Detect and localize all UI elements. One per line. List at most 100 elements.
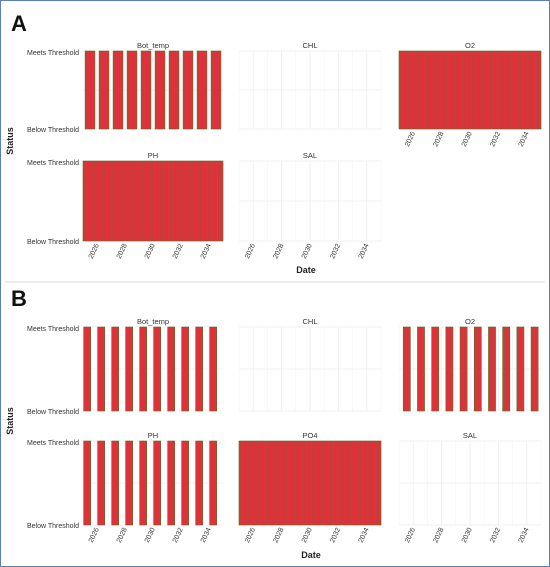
status-bar bbox=[111, 326, 119, 412]
x-tick-label: 2030 bbox=[301, 527, 314, 544]
status-bar bbox=[516, 326, 525, 412]
status-bar bbox=[153, 440, 161, 526]
status-bar bbox=[181, 440, 189, 526]
status-bar bbox=[111, 440, 119, 526]
status-bar bbox=[98, 50, 110, 130]
panel-label: A bbox=[11, 11, 27, 36]
x-tick-label: 2034 bbox=[518, 131, 531, 148]
status-bar bbox=[181, 326, 189, 412]
x-tick-label: 2026 bbox=[88, 527, 101, 544]
x-tick-label: 2028 bbox=[272, 527, 285, 544]
x-tick-label: 2032 bbox=[172, 527, 185, 544]
status-bar bbox=[195, 326, 203, 412]
x-axis-title: Date bbox=[296, 265, 316, 275]
x-tick-label: 2026 bbox=[244, 243, 257, 260]
status-bar bbox=[530, 326, 539, 412]
facet-title: CHL bbox=[302, 317, 317, 326]
status-bar bbox=[154, 50, 166, 130]
status-bar bbox=[126, 50, 138, 130]
x-tick-label: 2034 bbox=[358, 527, 371, 544]
panel-label: B bbox=[11, 286, 27, 311]
facet-title: SAL bbox=[303, 151, 317, 160]
x-tick-label: 2032 bbox=[329, 527, 342, 544]
y-tick-label: Below Threshold bbox=[27, 409, 79, 416]
status-bar bbox=[196, 50, 208, 130]
x-tick-label: 2032 bbox=[329, 243, 342, 260]
status-bar bbox=[210, 50, 222, 130]
y-tick-label: Below Threshold bbox=[27, 239, 79, 246]
status-bar bbox=[417, 326, 425, 412]
facet-title: PH bbox=[148, 151, 158, 160]
x-tick-label: 2030 bbox=[461, 131, 474, 148]
x-tick-label: 2028 bbox=[432, 131, 445, 148]
x-tick-label: 2028 bbox=[116, 527, 129, 544]
x-tick-label: 2030 bbox=[144, 243, 157, 260]
x-tick-label: 2028 bbox=[272, 243, 285, 260]
status-bar bbox=[83, 326, 91, 412]
status-bar bbox=[238, 440, 382, 526]
y-axis-title: Status bbox=[5, 407, 15, 435]
status-bar bbox=[473, 326, 482, 412]
status-bar bbox=[459, 326, 468, 412]
status-bar bbox=[125, 326, 133, 412]
y-tick-label: Meets Threshold bbox=[27, 326, 79, 333]
x-tick-label: 2030 bbox=[301, 243, 314, 260]
x-tick-label: 2026 bbox=[88, 243, 101, 260]
x-tick-label: 2026 bbox=[404, 131, 417, 148]
facet-title: Bot_temp bbox=[137, 317, 169, 326]
x-tick-label: 2032 bbox=[489, 527, 502, 544]
x-axis-title: Date bbox=[301, 550, 321, 560]
facet-title: PH bbox=[148, 431, 158, 440]
facet-title: SAL bbox=[463, 431, 477, 440]
facet-title: PO4 bbox=[302, 431, 317, 440]
status-bar bbox=[84, 50, 96, 130]
status-bar bbox=[112, 50, 124, 130]
x-tick-label: 2026 bbox=[244, 527, 257, 544]
status-bar bbox=[140, 50, 152, 130]
status-bar bbox=[83, 440, 91, 526]
status-bar bbox=[82, 160, 224, 242]
status-bar bbox=[125, 440, 133, 526]
x-tick-label: 2030 bbox=[144, 527, 157, 544]
x-tick-label: 2028 bbox=[116, 243, 129, 260]
status-bar bbox=[153, 326, 161, 412]
y-axis-title: Status bbox=[5, 127, 15, 155]
x-tick-label: 2026 bbox=[404, 527, 417, 544]
status-bar bbox=[398, 50, 542, 130]
y-tick-label: Below Threshold bbox=[27, 127, 79, 134]
status-bar bbox=[402, 326, 411, 412]
facet-title: O2 bbox=[465, 317, 475, 326]
status-bar bbox=[97, 440, 105, 526]
status-bar bbox=[182, 50, 194, 130]
x-tick-label: 2034 bbox=[200, 243, 213, 260]
status-bar bbox=[139, 440, 147, 526]
status-bar bbox=[445, 326, 454, 412]
status-bar bbox=[167, 440, 175, 526]
x-tick-label: 2030 bbox=[461, 527, 474, 544]
status-bar bbox=[139, 326, 147, 412]
status-bar bbox=[502, 326, 511, 412]
status-bar bbox=[431, 326, 440, 412]
status-bar bbox=[488, 326, 496, 412]
facet-title: CHL bbox=[302, 41, 317, 50]
x-tick-label: 2034 bbox=[200, 527, 213, 544]
status-bar bbox=[209, 326, 217, 412]
status-bar bbox=[97, 326, 105, 412]
facet-title: O2 bbox=[465, 41, 475, 50]
y-tick-label: Meets Threshold bbox=[27, 440, 79, 447]
status-bar bbox=[167, 326, 175, 412]
y-tick-label: Meets Threshold bbox=[27, 160, 79, 167]
status-bar bbox=[195, 440, 203, 526]
x-tick-label: 2028 bbox=[432, 527, 445, 544]
status-bar bbox=[168, 50, 180, 130]
x-tick-label: 2032 bbox=[489, 131, 502, 148]
x-tick-label: 2032 bbox=[172, 243, 185, 260]
x-tick-label: 2034 bbox=[358, 243, 371, 260]
x-tick-label: 2034 bbox=[518, 527, 531, 544]
y-tick-label: Meets Threshold bbox=[27, 50, 79, 57]
status-bar bbox=[209, 440, 217, 526]
facet-title: Bot_temp bbox=[137, 41, 169, 50]
y-tick-label: Below Threshold bbox=[27, 523, 79, 530]
